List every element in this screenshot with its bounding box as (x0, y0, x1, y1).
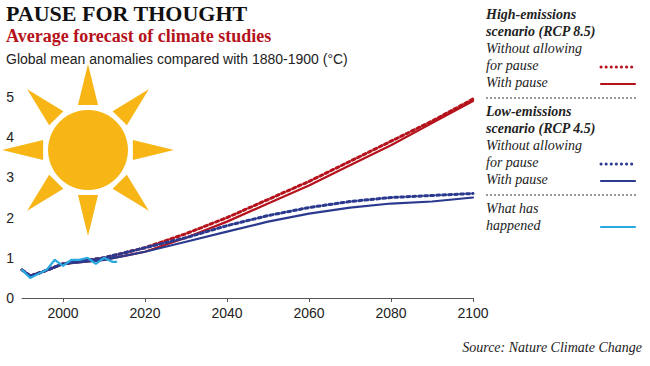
html-text:Without allowing for pause: Without allowing for pause (486, 138, 583, 170)
svg-text:2060: 2060 (293, 305, 324, 321)
svg-text:2080: 2080 (375, 305, 406, 321)
html-text:With pause: With pause (486, 172, 548, 187)
html-text:What has happened: What has happened (486, 201, 541, 233)
svg-text:4: 4 (6, 129, 14, 145)
svg-text:2020: 2020 (129, 305, 160, 321)
html-text:Without allowing for pause: Without allowing for pause (486, 41, 583, 73)
html-text:With pause: With pause (486, 75, 548, 90)
svg-text:2100: 2100 (457, 305, 488, 321)
html-text:Source: Nature Climate Change: Source: Nature Climate Change (462, 340, 642, 355)
svg-text:5: 5 (6, 89, 14, 105)
svg-text:0: 0 (6, 290, 14, 306)
svg-text:1: 1 (6, 250, 14, 266)
svg-text:Average forecast of climate st: Average forecast of climate studies (6, 26, 271, 46)
svg-text:2040: 2040 (211, 305, 242, 321)
html-text:Low-emissions scenario (RCP 4.: Low-emissions scenario (RCP 4.5) (486, 104, 596, 136)
svg-text:3: 3 (6, 169, 14, 185)
svg-text:2000: 2000 (47, 305, 78, 321)
svg-text:PAUSE FOR THOUGHT: PAUSE FOR THOUGHT (6, 1, 248, 26)
html-text:High-emissions scenario (RCP 8: High-emissions scenario (RCP 8.5) (486, 7, 596, 39)
svg-text:Global mean anomalies compared: Global mean anomalies compared with 1880… (6, 51, 348, 67)
svg-text:2: 2 (6, 210, 14, 226)
